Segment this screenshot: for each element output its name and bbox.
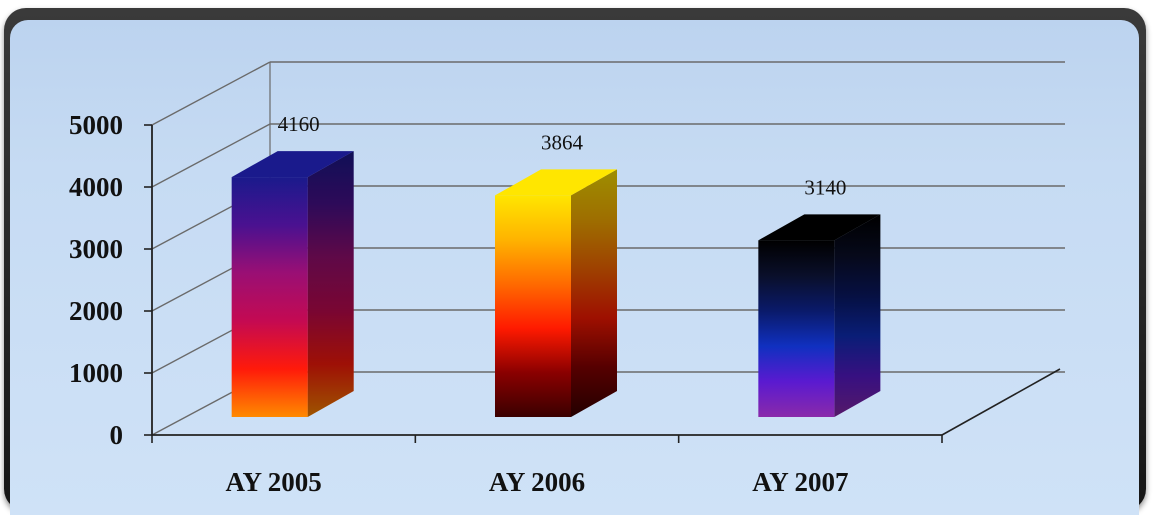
labels: 0 1000 2000 3000 4000 5000 4160 AY 2005 3864 AY 2…	[69, 110, 848, 497]
bar-top	[231, 151, 354, 178]
data-label: 3864	[541, 130, 584, 154]
axes	[144, 124, 1061, 443]
data-label: 4160	[278, 112, 320, 136]
bar-side	[307, 151, 354, 417]
category-label: AY 2006	[489, 467, 585, 497]
bar-side-shade	[834, 214, 881, 417]
bar	[758, 214, 881, 417]
side-wall-line	[151, 123, 271, 188]
bar-top	[495, 169, 617, 196]
y-tick-label: 1000	[69, 358, 123, 388]
y-tick-label: 0	[110, 420, 124, 450]
floor-edge	[941, 368, 1061, 436]
bar-side-shade	[571, 169, 617, 417]
category-label: AY 2007	[752, 467, 848, 497]
bar-front	[495, 195, 571, 417]
bar-side	[571, 169, 617, 417]
y-tick-label: 5000	[69, 110, 123, 140]
y-tick-label: 3000	[69, 234, 123, 264]
side-wall-line	[151, 61, 271, 126]
bar-side	[834, 214, 881, 417]
y-tick-label: 4000	[69, 172, 123, 202]
data-label: 3140	[804, 175, 846, 199]
bar-front	[758, 240, 835, 417]
bar-front	[231, 177, 308, 417]
y-tick-label: 2000	[69, 296, 123, 326]
bars	[231, 151, 881, 417]
bar-top	[758, 214, 881, 241]
bar	[231, 151, 354, 417]
category-label: AY 2005	[226, 467, 322, 497]
bar	[495, 169, 617, 417]
bar-side-shade	[307, 151, 354, 417]
